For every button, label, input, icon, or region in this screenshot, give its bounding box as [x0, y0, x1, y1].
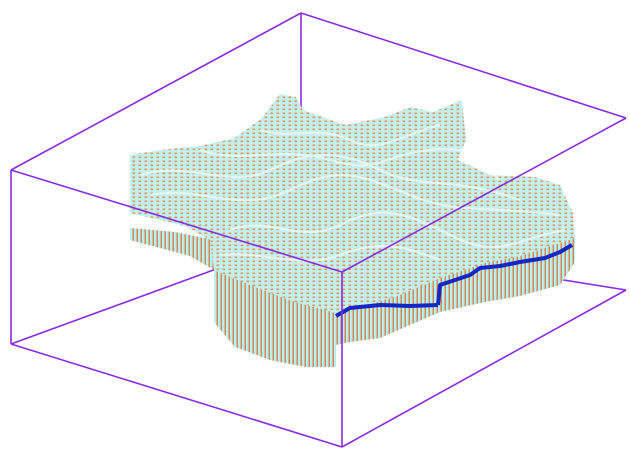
box-edge: [300, 12, 627, 119]
box-edge: [341, 289, 627, 448]
contour-line: [259, 123, 441, 147]
box-edge: [10, 169, 343, 273]
horizon-layer: [335, 243, 574, 318]
bounding-box-front-edges: [10, 12, 627, 448]
top-surface-mesh: [130, 94, 575, 313]
horizon-band-left: [335, 303, 439, 318]
terrain-left-block: [130, 155, 214, 270]
horizon-band-right: [436, 243, 574, 306]
front-left-wall: [214, 240, 336, 367]
contour-line: [139, 154, 521, 202]
contour-line: [219, 244, 441, 262]
box-edge: [341, 117, 627, 273]
box-edge: [10, 12, 302, 171]
box-edge: [10, 343, 343, 448]
left-block-side: [130, 155, 214, 270]
contour-line: [229, 211, 566, 249]
contour-line: [149, 174, 561, 217]
